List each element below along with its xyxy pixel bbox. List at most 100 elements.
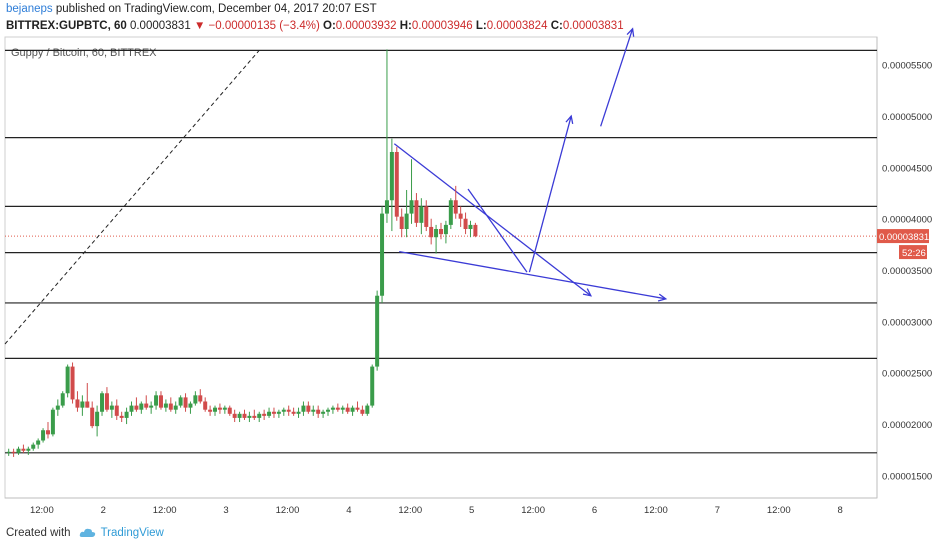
candle-body xyxy=(149,405,154,408)
low-label: L: xyxy=(475,20,487,32)
candle-body xyxy=(168,403,173,410)
candles xyxy=(6,49,478,457)
upper-wedge-line xyxy=(393,143,592,297)
published-text: published on TradingView.com, December 0… xyxy=(55,3,377,15)
tradingview-brand-link[interactable]: TradingView xyxy=(100,527,164,539)
candle-body xyxy=(129,405,134,412)
candle-body xyxy=(60,393,65,406)
candle-body xyxy=(316,409,321,414)
time-tick-label: 12:00 xyxy=(276,505,300,516)
candle-body xyxy=(114,405,119,416)
arrowhead-icon xyxy=(582,288,593,297)
candle-body xyxy=(158,395,163,408)
candle-body xyxy=(384,200,389,214)
time-tick-label: 3 xyxy=(223,505,228,516)
candle-body xyxy=(75,399,80,408)
candle-body xyxy=(173,405,178,410)
candle-body xyxy=(232,413,237,418)
price-tick-label: 0.00004500 xyxy=(882,163,932,174)
candle-body xyxy=(178,397,183,406)
candle-body xyxy=(424,206,429,227)
candle-body xyxy=(394,151,399,217)
candle-body xyxy=(217,407,222,410)
candle-body xyxy=(404,213,409,229)
candle-body xyxy=(335,407,340,410)
candle-body xyxy=(458,213,463,219)
author-link[interactable]: bejaneps xyxy=(6,3,53,15)
candle-body xyxy=(350,407,355,412)
time-tick-label: 12:00 xyxy=(153,505,177,516)
candle-body xyxy=(281,409,286,412)
candle-body xyxy=(276,411,281,414)
candle-body xyxy=(65,366,70,394)
pattern-down-line xyxy=(467,188,528,273)
current-price-tag xyxy=(877,229,929,244)
candle-body xyxy=(208,409,213,412)
arrowhead-icon xyxy=(657,293,668,302)
candle-body xyxy=(119,415,124,418)
candle-body xyxy=(448,200,453,225)
candle-body xyxy=(370,366,375,406)
created-with-label: Created with xyxy=(6,527,71,539)
time-tick-label: 7 xyxy=(715,505,720,516)
footer: Created with TradingView xyxy=(6,527,164,539)
candle-body xyxy=(473,224,478,237)
candle-body xyxy=(463,218,468,229)
candle-body xyxy=(311,409,316,412)
candle-body xyxy=(213,407,218,412)
candle-body xyxy=(227,407,232,414)
price-tick-label: 0.00004000 xyxy=(882,215,932,226)
candle-body xyxy=(429,226,434,238)
candle-body xyxy=(365,405,370,414)
time-axis: 12:00 2 12:00 3 12:00 4 12:00 5 12:00 6 12:00 7 12:0… xyxy=(30,505,843,516)
time-tick-label: 12:00 xyxy=(30,505,54,516)
arrowhead-icon xyxy=(565,114,574,125)
candle-body xyxy=(306,405,311,412)
projection-arrow-line xyxy=(528,115,572,273)
time-tick-label: 4 xyxy=(346,505,351,516)
candle-body xyxy=(183,397,188,408)
tradingview-cloud-icon xyxy=(79,528,95,537)
candle-body xyxy=(45,430,50,435)
candle-body xyxy=(109,405,114,410)
current-price-label: 0.00003831 xyxy=(879,232,929,243)
candle-body xyxy=(104,393,109,410)
symbol-line: BITTREX:GUPBTC, 60 0.00003831 ▼ −0.00000… xyxy=(6,20,624,32)
change-value: −0.00000135 (−3.4%) xyxy=(208,20,320,32)
candle-body xyxy=(414,200,419,223)
candle-body xyxy=(41,430,46,441)
price-tick-label: 0.00001500 xyxy=(882,471,932,482)
candle-body xyxy=(193,395,198,404)
candle-body xyxy=(389,151,394,201)
candle-body xyxy=(203,401,208,410)
candle-body xyxy=(80,401,85,408)
candle-body xyxy=(144,403,149,408)
time-tick-label: 2 xyxy=(101,505,106,516)
candle-body xyxy=(345,407,350,412)
candle-body xyxy=(326,409,331,412)
time-tick-label: 12:00 xyxy=(644,505,668,516)
candle-body xyxy=(291,411,296,414)
candle-body xyxy=(252,415,257,418)
chart-title: Guppy / Bitcoin, 60, BITTREX xyxy=(11,47,157,59)
arrowhead-icon xyxy=(626,27,635,37)
price-tick-label: 0.00003500 xyxy=(882,266,932,277)
candle-body xyxy=(21,448,26,451)
candle-body xyxy=(247,415,252,418)
candle-body xyxy=(375,295,380,367)
price-tick-label: 0.00005000 xyxy=(882,112,932,123)
candle-body xyxy=(95,411,100,427)
candle-body xyxy=(296,411,301,414)
candle-body xyxy=(468,224,473,229)
symbol-label: BITTREX:GUPBTC, 60 xyxy=(6,20,127,32)
candle-body xyxy=(301,405,306,412)
price-tick-label: 0.00002500 xyxy=(882,369,932,380)
time-tick-label: 5 xyxy=(469,505,474,516)
open-value: 0.00003932 xyxy=(335,20,397,32)
high-value: 0.00003946 xyxy=(411,20,473,32)
candle-body xyxy=(11,451,16,453)
close-label: C: xyxy=(550,20,563,32)
candle-body xyxy=(271,411,276,414)
price-axis: 0.00001500 0.00002000 0.00002500 0.00003000… xyxy=(882,61,932,483)
